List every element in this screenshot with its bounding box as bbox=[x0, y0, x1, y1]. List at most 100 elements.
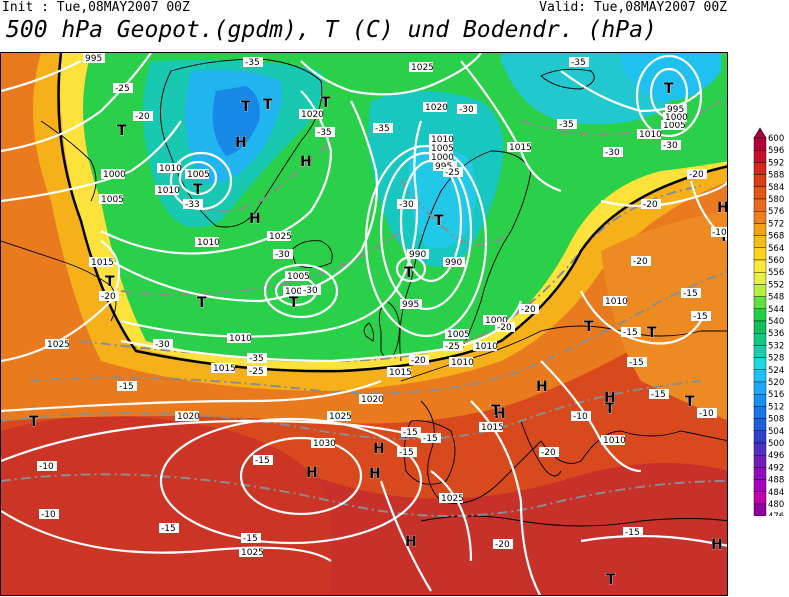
legend-swatch bbox=[753, 150, 767, 163]
svg-text:-20: -20 bbox=[541, 448, 556, 458]
temperature-label: -10 bbox=[37, 461, 57, 472]
svg-text:1005: 1005 bbox=[287, 272, 310, 282]
legend-swatch bbox=[753, 271, 767, 285]
svg-text:-20: -20 bbox=[643, 200, 658, 210]
temperature-label: -10 bbox=[697, 408, 717, 419]
legend-top-arrow bbox=[753, 127, 767, 139]
svg-text:1010: 1010 bbox=[603, 436, 626, 446]
svg-text:1010: 1010 bbox=[451, 358, 474, 368]
svg-text:990: 990 bbox=[409, 250, 426, 260]
svg-text:1020: 1020 bbox=[361, 395, 384, 405]
svg-text:1005: 1005 bbox=[431, 144, 454, 154]
valid-time-label: Valid: Tue,08MAY2007 00Z bbox=[539, 0, 727, 15]
svg-text:1010: 1010 bbox=[431, 135, 454, 145]
pressure-label: 1005 bbox=[185, 169, 210, 180]
high-center: H bbox=[711, 537, 723, 553]
legend-swatch bbox=[753, 174, 767, 187]
map-title: 500 hPa Geopot.(gpdm), T (C) und Bodendr… bbox=[6, 17, 657, 43]
high-center: H bbox=[369, 466, 381, 482]
legend-level-label: 580 bbox=[768, 195, 784, 205]
svg-text:-33: -33 bbox=[185, 200, 200, 210]
svg-text:-15: -15 bbox=[399, 448, 414, 458]
svg-text:-10: -10 bbox=[41, 510, 56, 520]
temperature-label: -15 bbox=[117, 381, 137, 392]
temperature-label: -10 bbox=[711, 227, 727, 238]
pressure-label: 1015 bbox=[387, 367, 412, 378]
svg-text:1025: 1025 bbox=[47, 340, 70, 350]
weather-map: H H H H H H H H H H H H T T T T T T T T … bbox=[0, 52, 728, 596]
temperature-label: -25 bbox=[113, 83, 133, 94]
pressure-label: 1010 bbox=[473, 341, 498, 352]
temperature-label: -33 bbox=[183, 199, 203, 210]
low-center: T bbox=[434, 213, 444, 229]
legend-swatch bbox=[753, 320, 767, 334]
temperature-label: -30 bbox=[397, 199, 417, 210]
svg-text:1015: 1015 bbox=[91, 258, 114, 268]
low-center: T bbox=[321, 95, 331, 111]
svg-text:-30: -30 bbox=[155, 340, 170, 350]
svg-text:-15: -15 bbox=[683, 289, 698, 299]
pressure-label: 1010 bbox=[637, 129, 662, 140]
svg-text:-30: -30 bbox=[459, 105, 474, 115]
svg-text:-35: -35 bbox=[317, 128, 332, 138]
svg-text:1005: 1005 bbox=[663, 121, 686, 131]
temperature-label: -15 bbox=[241, 533, 261, 544]
svg-text:1015: 1015 bbox=[389, 368, 412, 378]
svg-text:1020: 1020 bbox=[177, 412, 200, 422]
temperature-label: -20 bbox=[631, 256, 651, 267]
temperature-label: -10 bbox=[571, 411, 591, 422]
temperature-label: -20 bbox=[133, 111, 153, 122]
temperature-label: -25 bbox=[247, 366, 267, 377]
svg-text:1005: 1005 bbox=[101, 195, 124, 205]
high-center: H bbox=[235, 135, 247, 151]
svg-text:-25: -25 bbox=[249, 367, 264, 377]
legend-swatch bbox=[753, 223, 767, 236]
temperature-label: -15 bbox=[691, 311, 711, 322]
temperature-label: -20 bbox=[409, 355, 429, 366]
svg-text:-20: -20 bbox=[135, 112, 150, 122]
temperature-label: -20 bbox=[99, 291, 119, 302]
svg-text:1020: 1020 bbox=[425, 103, 448, 113]
pressure-label: 1015 bbox=[507, 142, 532, 153]
svg-text:-15: -15 bbox=[625, 528, 640, 538]
svg-text:1000: 1000 bbox=[103, 170, 126, 180]
legend-level-label: 544 bbox=[768, 305, 784, 315]
legend-swatch bbox=[753, 503, 767, 516]
pressure-label: 1005 bbox=[661, 120, 686, 131]
isotherm-labels: -25 -20 -35 -35 -35 -30 -30 -30 -33 -35 … bbox=[37, 57, 727, 550]
svg-text:-10: -10 bbox=[573, 412, 588, 422]
high-center: H bbox=[405, 534, 417, 550]
svg-text:-10: -10 bbox=[699, 409, 714, 419]
svg-text:-30: -30 bbox=[605, 148, 620, 158]
temperature-label: -35 bbox=[569, 57, 589, 68]
svg-text:1015: 1015 bbox=[213, 364, 236, 374]
legend-level-label: 568 bbox=[768, 232, 784, 242]
pressure-label: 1005 bbox=[285, 271, 310, 282]
temperature-label: -15 bbox=[401, 427, 421, 438]
temperature-label: -30 bbox=[457, 104, 477, 115]
svg-text:995: 995 bbox=[667, 105, 684, 115]
legend-level-label: 520 bbox=[768, 378, 784, 388]
svg-text:-20: -20 bbox=[689, 170, 704, 180]
weather-map-canvas: H H H H H H H H H H H H T T T T T T T T … bbox=[1, 53, 727, 595]
svg-text:1010: 1010 bbox=[197, 238, 220, 248]
svg-text:1025: 1025 bbox=[329, 412, 352, 422]
low-center: T bbox=[664, 81, 674, 97]
pressure-label: 1005 bbox=[445, 329, 470, 340]
legend-level-label: 556 bbox=[768, 268, 784, 278]
legend-swatch bbox=[753, 247, 767, 261]
low-center: T bbox=[197, 295, 207, 311]
pressure-label: 1020 bbox=[423, 102, 448, 113]
low-center: T bbox=[605, 401, 615, 417]
pressure-label: 1005 bbox=[99, 194, 124, 205]
svg-text:-25: -25 bbox=[115, 84, 130, 94]
svg-text:1015: 1015 bbox=[509, 143, 532, 153]
legend-level-label: 548 bbox=[768, 293, 784, 303]
pressure-label: 1025 bbox=[45, 339, 70, 350]
legend-level-label: 532 bbox=[768, 341, 784, 351]
pressure-label: 1000 bbox=[663, 112, 688, 123]
pressure-label: 1000 bbox=[283, 286, 308, 297]
low-center: T bbox=[647, 325, 657, 341]
cold-core-far-northeast bbox=[621, 53, 721, 101]
svg-text:-20: -20 bbox=[411, 356, 426, 366]
